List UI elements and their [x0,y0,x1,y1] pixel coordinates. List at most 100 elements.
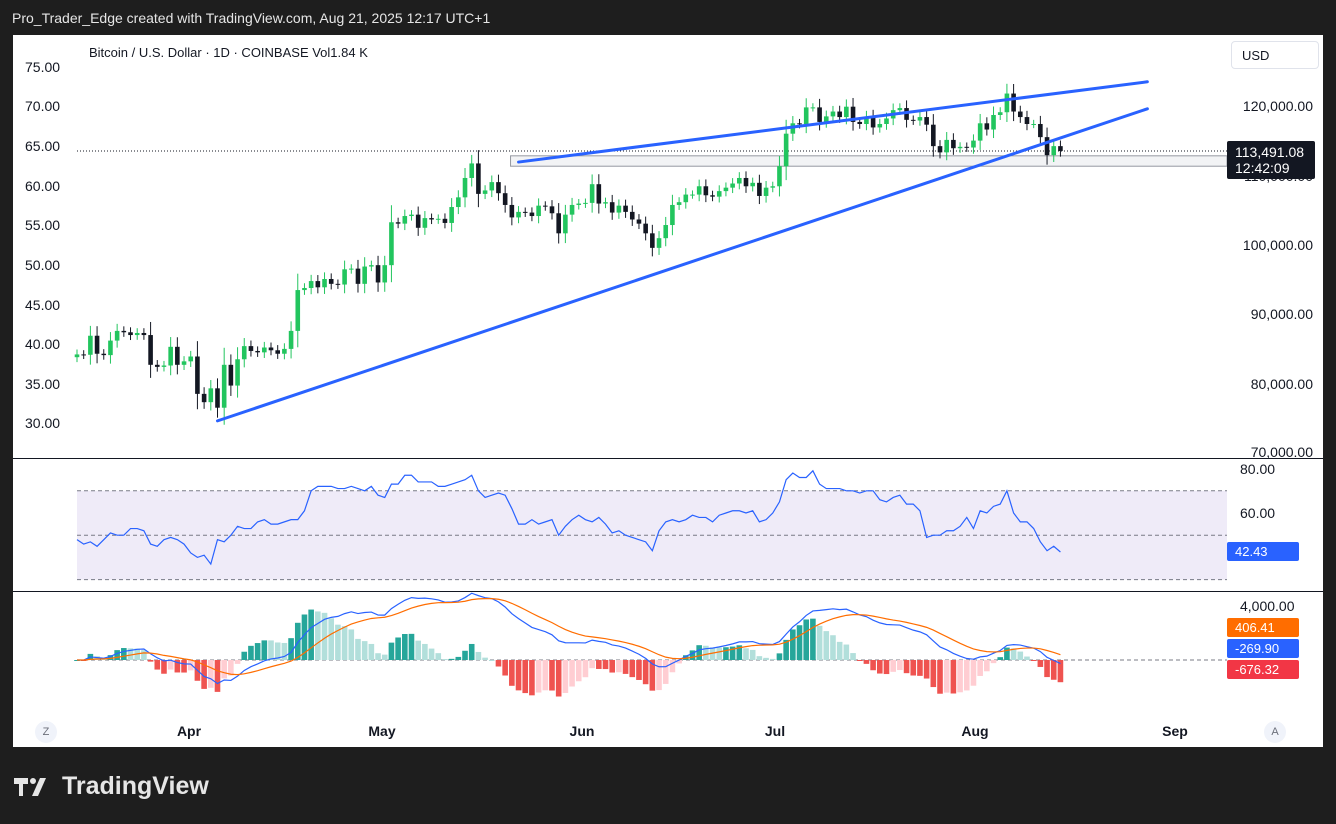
macd-histogram-bar [930,660,937,688]
macd-histogram-bar [943,660,950,693]
rsi-axis-tick: 60.00 [1240,505,1276,521]
x-axis-tick: Apr [176,723,202,739]
macd-histogram-bar [335,624,341,660]
candle [576,203,582,205]
macd-histogram-bar [174,660,181,673]
macd-histogram-bar [147,660,154,662]
candle [328,279,334,284]
candle [342,269,347,285]
candle [288,330,294,349]
macd-histogram-bar [1024,656,1030,660]
rsi-value-badge: 42.43 [1227,542,1299,561]
candle [696,186,702,195]
candle [596,184,602,204]
x-axis-tick: Jul [764,723,786,739]
candle [663,225,669,239]
candle [395,222,401,224]
candle [522,211,528,213]
macd-histogram-bar [448,658,455,660]
candle [884,118,889,124]
candle [616,205,622,213]
macd-histogram-bar [910,660,917,676]
macd-histogram-bar [776,653,783,660]
macd-histogram-bar [957,660,963,693]
candle [456,197,461,208]
candle [703,186,709,196]
macd-histogram-bar [341,626,348,660]
macd-histogram-bar [395,637,401,660]
macd-histogram-bar [950,660,957,694]
left-axis-tick: 50.00 [25,257,61,273]
candle [569,204,575,215]
candle [643,223,648,234]
candle [114,330,120,341]
candle [128,332,133,336]
x-axis-tick: Aug [961,723,989,739]
candle [255,350,260,353]
candle [650,233,655,248]
candle [864,117,869,124]
candle [88,335,93,355]
candle [389,222,394,266]
macd-histogram-bar [141,650,147,660]
candle [743,177,749,187]
candle [589,184,595,203]
candle [977,123,983,141]
macd-histogram-bar [676,660,682,664]
candle [857,121,863,124]
candle [1058,146,1063,152]
macd-histogram-bar [917,660,923,676]
auto-scale-z-button[interactable]: Z [35,721,57,743]
candle [683,194,689,203]
candle [355,268,361,284]
macd-histogram-bar [589,660,595,669]
macd-histogram-bar [201,660,207,689]
candle [870,117,876,128]
candle [241,346,247,360]
left-axis-tick: 70.00 [25,98,61,114]
candle [422,218,428,228]
auto-scale-a-button[interactable]: A [1264,721,1286,743]
macd-histogram-bar [716,647,723,660]
macd-histogram-bar [923,660,930,679]
macd-histogram-bar [442,659,448,661]
macd-histogram-bar [167,660,174,670]
macd-histogram-bar [850,653,856,660]
candle [489,182,495,191]
macd-histogram-bar [596,660,602,669]
candle [763,187,769,196]
macd-histogram-bar [616,660,622,673]
macd-histogram-bar [208,660,214,688]
price-axis-tick: 90,000.00 [1250,306,1313,322]
price-axis-tick: 100,000.00 [1242,237,1313,253]
candle [770,186,776,188]
macd-histogram-bar [509,660,515,686]
macd-histogram-bar [749,649,756,660]
currency-selector[interactable]: USD [1231,41,1319,69]
macd-histogram-bar [187,660,194,671]
macd-histogram-bar [669,660,676,673]
pane-separator[interactable] [13,591,1323,592]
candle [823,116,829,122]
candle [208,388,214,403]
pane-separator[interactable] [13,458,1323,459]
candle [937,146,943,153]
chart-canvas[interactable] [13,35,1323,747]
x-axis-tick: Jun [569,723,595,739]
candle [275,350,280,354]
candle [583,202,588,204]
candle [716,191,722,197]
macd-histogram-bar [743,648,749,660]
chart-panel[interactable]: Bitcoin / U.S. Dollar · 1D · COINBASE Vo… [13,35,1323,747]
macd-histogram-bar [161,660,167,674]
macd-histogram-bar [502,660,508,676]
macd-histogram-bar [575,660,582,682]
macd-histogram-bar [241,651,248,660]
candle [783,133,789,167]
candle [549,206,555,214]
candle [415,214,421,228]
candle [629,211,635,220]
candle [476,163,481,194]
candle [335,283,341,285]
candle [148,335,153,365]
